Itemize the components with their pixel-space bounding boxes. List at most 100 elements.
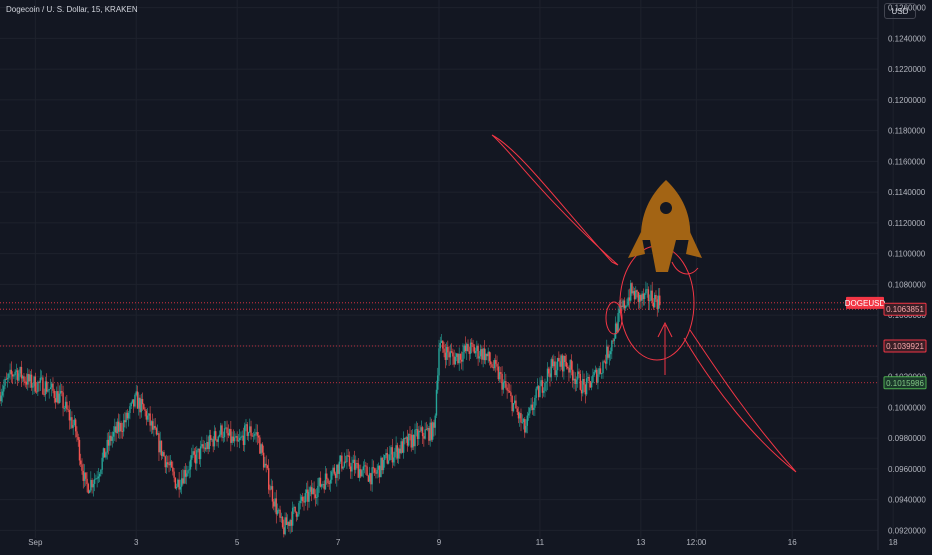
candle-body: [574, 378, 576, 384]
candle-body: [478, 356, 481, 359]
candle-body: [612, 340, 614, 342]
candle-body: [329, 479, 332, 484]
candle-body: [191, 455, 193, 460]
user-drawings: [491, 134, 797, 473]
candle-body: [233, 437, 236, 442]
candle-body: [464, 345, 467, 352]
candle-body: [328, 483, 330, 485]
candle-body: [0, 391, 1, 402]
candle-body: [597, 374, 599, 383]
candle-body: [632, 291, 634, 294]
candle-body: [405, 437, 407, 439]
price-axis: 0.1260000 0.1240000 0.1220000 0.1200000 0.11…: [877, 0, 926, 550]
candle-body: [366, 466, 368, 476]
candle-body: [342, 466, 344, 469]
candle-body: [601, 373, 603, 374]
candle-body: [245, 424, 247, 426]
candle-body: [37, 381, 39, 392]
candle-body: [221, 425, 223, 438]
candle-body: [149, 413, 151, 426]
candle-body: [555, 370, 558, 376]
candle-body: [110, 435, 112, 441]
candle-body: [387, 460, 390, 464]
candle-body: [77, 437, 79, 440]
candle-body: [647, 289, 650, 302]
candle-body: [515, 400, 517, 409]
candle-body: [638, 294, 641, 302]
candle-body: [415, 429, 417, 431]
candle-body: [352, 459, 354, 463]
candle-body: [327, 478, 329, 484]
candle-body: [206, 442, 208, 450]
candle-body: [614, 323, 617, 339]
candle-body: [491, 364, 493, 368]
candle-body: [472, 344, 474, 348]
candle-body: [315, 497, 318, 498]
candle-body: [370, 473, 372, 485]
candle-body: [129, 406, 131, 414]
candle-body: [546, 368, 549, 382]
candle-body: [175, 486, 178, 489]
currency-button[interactable]: USD: [884, 3, 916, 19]
candle-body: [153, 425, 155, 430]
candle-body: [102, 448, 105, 458]
candle-body: [182, 478, 184, 484]
candle-body: [196, 450, 198, 464]
time-tick-label: 9: [437, 538, 442, 547]
candle-body: [481, 349, 483, 360]
candle-body: [298, 503, 300, 515]
candle-body: [35, 391, 38, 393]
candle-body: [295, 511, 298, 517]
candle-body: [337, 464, 339, 474]
candle-body: [16, 370, 19, 381]
candle-body: [326, 473, 328, 479]
candle-body: [367, 475, 370, 482]
candle-body: [556, 357, 559, 371]
candle-body: [384, 455, 386, 460]
candle-body: [569, 360, 571, 373]
candle-body: [313, 488, 315, 495]
candle-body: [19, 367, 21, 374]
candle-body: [194, 454, 197, 464]
candle-body: [3, 385, 5, 392]
candle-body: [657, 295, 660, 310]
candle-body: [178, 479, 180, 490]
candle-body: [404, 438, 406, 439]
candle-body: [365, 465, 367, 467]
candle-body: [45, 381, 48, 392]
candle-body: [392, 457, 395, 463]
candle-body: [372, 467, 375, 469]
candle-body: [163, 452, 165, 457]
candle-body: [645, 289, 647, 294]
candle-body: [410, 434, 412, 448]
candle-body: [281, 516, 284, 528]
candle-body: [120, 422, 122, 432]
candle-body: [413, 434, 415, 447]
candle-body: [217, 436, 219, 442]
candle-body: [461, 359, 463, 362]
candle-body: [255, 432, 257, 434]
candle-body: [385, 453, 387, 456]
candle-body: [476, 345, 478, 351]
candle-body: [351, 462, 353, 472]
candle-body: [583, 378, 585, 385]
candle-body: [144, 409, 146, 412]
candle-body: [273, 501, 275, 507]
candle-body: [64, 401, 67, 409]
price-tick-label: 0.1140000: [888, 188, 926, 197]
candle-body: [212, 439, 214, 447]
candle-body: [290, 519, 293, 526]
candle-body: [396, 445, 399, 459]
price-tag-label: 0.1063851: [886, 305, 924, 314]
price-tick-label: 0.1160000: [888, 157, 926, 166]
candle-body: [62, 392, 64, 409]
candle-body: [416, 429, 419, 440]
candle-body: [5, 378, 8, 380]
price-tick-label: 0.1120000: [888, 219, 926, 228]
candle-body: [72, 425, 74, 428]
candle-body: [211, 439, 213, 441]
candle-body: [435, 389, 438, 416]
candle-body: [121, 431, 124, 432]
